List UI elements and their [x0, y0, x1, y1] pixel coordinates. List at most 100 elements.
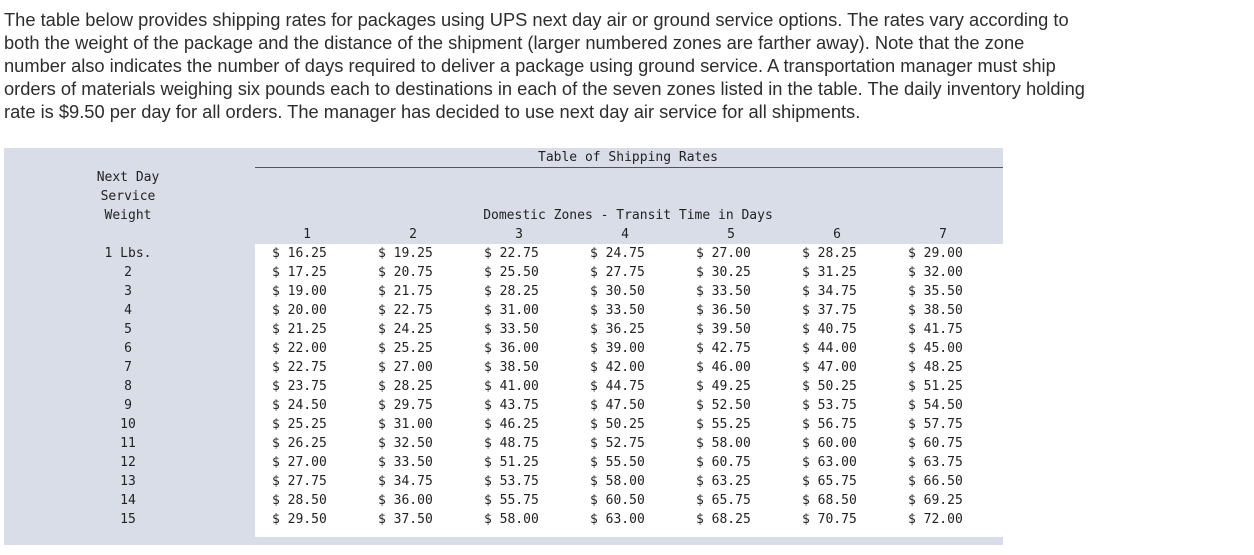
rate-cell: $ 28.25 [802, 246, 857, 261]
rate-cell: $ 58.00 [590, 474, 645, 489]
rate-cell: $ 26.25 [272, 436, 327, 451]
rate-cell: $ 24.75 [590, 246, 645, 261]
rate-cell: $ 55.75 [484, 493, 539, 508]
rate-cell: $ 70.75 [802, 512, 857, 527]
rate-cell: $ 28.25 [378, 379, 433, 394]
zone-header: 6 [833, 227, 841, 242]
rate-cell: $ 57.75 [908, 417, 963, 432]
rate-cell: $ 56.75 [802, 417, 857, 432]
rate-cell: $ 27.00 [378, 360, 433, 375]
rate-cell: $ 36.25 [590, 322, 645, 337]
weight-label: 5 [124, 322, 132, 337]
rate-cell: $ 58.00 [696, 436, 751, 451]
weight-label: 1 Lbs. [104, 246, 152, 261]
rate-cell: $ 65.75 [696, 493, 751, 508]
intro-line: orders of materials weighing six pounds … [4, 78, 1085, 99]
rate-cell: $ 38.50 [908, 303, 963, 318]
rate-cell: $ 53.75 [484, 474, 539, 489]
rate-cell: $ 50.25 [802, 379, 857, 394]
rate-cell: $ 24.50 [272, 398, 327, 413]
rate-cell: $ 54.50 [908, 398, 963, 413]
rate-cell: $ 63.00 [590, 512, 645, 527]
rate-cell: $ 55.50 [590, 455, 645, 470]
rate-cell: $ 42.75 [696, 341, 751, 356]
rate-cell: $ 42.00 [590, 360, 645, 375]
rate-cell: $ 41.75 [908, 322, 963, 337]
weight-label: 15 [120, 512, 136, 527]
weight-label: 13 [120, 474, 136, 489]
rate-cell: $ 23.75 [272, 379, 327, 394]
rate-cell: $ 27.00 [696, 246, 751, 261]
rate-cell: $ 32.50 [378, 436, 433, 451]
row-header: Service [100, 189, 156, 204]
title-rule [255, 167, 1003, 168]
rate-cell: $ 22.75 [272, 360, 327, 375]
rate-cell: $ 46.25 [484, 417, 539, 432]
rate-cell: $ 34.75 [802, 284, 857, 299]
rate-cell: $ 51.25 [484, 455, 539, 470]
rate-cell: $ 29.75 [378, 398, 433, 413]
rate-cell: $ 63.25 [696, 474, 751, 489]
rate-cell: $ 50.25 [590, 417, 645, 432]
intro-line: both the weight of the package and the d… [4, 32, 1025, 53]
rate-cell: $ 36.00 [378, 493, 433, 508]
rate-cell: $ 34.75 [378, 474, 433, 489]
intro-line: The table below provides shipping rates … [4, 9, 1069, 30]
rate-cell: $ 37.75 [802, 303, 857, 318]
rate-cell: $ 68.25 [696, 512, 751, 527]
rate-cell: $ 31.25 [802, 265, 857, 280]
rate-cell: $ 36.00 [484, 341, 539, 356]
weight-label: 4 [124, 303, 132, 318]
rate-cell: $ 25.50 [484, 265, 539, 280]
rate-cell: $ 31.00 [378, 417, 433, 432]
rate-cell: $ 21.25 [272, 322, 327, 337]
rate-cell: $ 28.25 [484, 284, 539, 299]
rate-cell: $ 52.50 [696, 398, 751, 413]
rate-cell: $ 60.00 [802, 436, 857, 451]
row-header-band [4, 148, 255, 545]
rate-cell: $ 16.25 [272, 246, 327, 261]
rate-cell: $ 60.75 [696, 455, 751, 470]
rate-cell: $ 22.75 [378, 303, 433, 318]
rate-cell: $ 47.00 [802, 360, 857, 375]
rate-cell: $ 39.50 [696, 322, 751, 337]
rate-cell: $ 46.00 [696, 360, 751, 375]
zone-header: 5 [727, 227, 735, 242]
rate-cell: $ 60.75 [908, 436, 963, 451]
rate-cell: $ 38.50 [484, 360, 539, 375]
rate-cell: $ 29.50 [272, 512, 327, 527]
rate-cell: $ 33.50 [696, 284, 751, 299]
zone-header: 7 [939, 227, 947, 242]
zone-header: 1 [303, 227, 311, 242]
table-title: Table of Shipping Rates [537, 150, 719, 165]
rate-cell: $ 58.00 [484, 512, 539, 527]
rate-cell: $ 63.00 [802, 455, 857, 470]
rate-cell: $ 45.00 [908, 341, 963, 356]
rate-cell: $ 53.75 [802, 398, 857, 413]
rate-cell: $ 19.00 [272, 284, 327, 299]
intro-line: rate is $9.50 per day for all orders. Th… [4, 101, 861, 122]
column-group-header: Domestic Zones - Transit Time in Days [483, 208, 773, 223]
weight-label: 8 [124, 379, 132, 394]
zone-header: 2 [409, 227, 417, 242]
rate-cell: $ 24.25 [378, 322, 433, 337]
rate-cell: $ 35.50 [908, 284, 963, 299]
rate-cell: $ 22.00 [272, 341, 327, 356]
rate-cell: $ 29.00 [908, 246, 963, 261]
rate-cell: $ 20.00 [272, 303, 327, 318]
rate-cell: $ 32.00 [908, 265, 963, 280]
weight-label: 14 [120, 493, 136, 508]
rate-cell: $ 44.75 [590, 379, 645, 394]
rate-cell: $ 27.75 [590, 265, 645, 280]
weight-label: 10 [120, 417, 136, 432]
weight-label: 7 [124, 360, 132, 375]
rate-cell: $ 30.50 [590, 284, 645, 299]
row-header: Weight [104, 208, 152, 223]
rate-cell: $ 31.00 [484, 303, 539, 318]
weight-label: 9 [124, 398, 132, 413]
weight-label: 11 [120, 436, 136, 451]
row-header: Next Day [96, 170, 160, 185]
rate-cell: $ 17.25 [272, 265, 327, 280]
rate-cell: $ 22.75 [484, 246, 539, 261]
